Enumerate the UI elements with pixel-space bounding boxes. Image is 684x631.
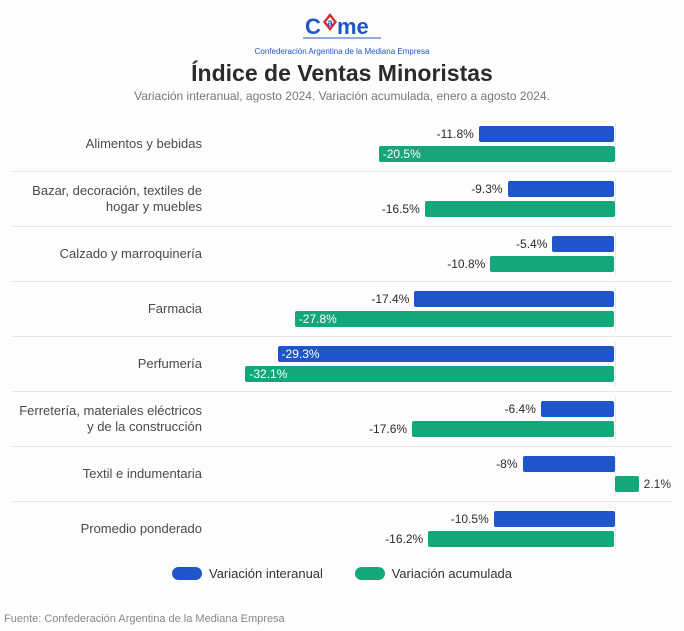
logo-block: C me a Confederación Argentina de la Med…	[12, 10, 672, 56]
legend-swatch-green	[355, 567, 385, 580]
chart-page: C me a Confederación Argentina de la Med…	[0, 0, 684, 631]
bar-acumulada: -16.5%	[425, 201, 615, 217]
bar-interanual: -10.5%	[494, 511, 615, 527]
chart-row: Calzado y marroquinería -5.4% -10.8%	[12, 227, 672, 282]
legend: Variación interanual Variación acumulada	[12, 566, 672, 583]
bar-value-label: -20.5%	[383, 147, 421, 161]
legend-item-acumulada: Variación acumulada	[355, 566, 512, 581]
bar-value-label: -27.8%	[299, 312, 337, 326]
bar-value-label: -16.5%	[382, 202, 425, 216]
chart-row: Bazar, decoración, textiles de hogar y m…	[12, 172, 672, 227]
category-label: Farmacia	[12, 301, 212, 317]
category-label: Ferretería, materiales eléctricos y de l…	[12, 403, 212, 434]
bar-acumulada: -17.6%	[412, 421, 614, 437]
category-label: Promedio ponderado	[12, 521, 212, 537]
page-subtitle: Variación interanual, agosto 2024. Varia…	[12, 89, 672, 103]
bars-area: -6.4% -17.6%	[212, 397, 672, 441]
bars-area: -9.3% -16.5%	[212, 177, 672, 221]
chart-row: Ferretería, materiales eléctricos y de l…	[12, 392, 672, 447]
bar-value-label: -8%	[496, 457, 522, 471]
bar-interanual: -8%	[523, 456, 615, 472]
legend-swatch-blue	[172, 567, 202, 580]
legend-label-acumulada: Variación acumulada	[392, 566, 512, 581]
svg-text:C: C	[305, 14, 321, 39]
bar-interanual: -9.3%	[508, 181, 615, 197]
bar-interanual: -6.4%	[541, 401, 615, 417]
bar-value-label: 2.1%	[639, 477, 671, 491]
chart-row: Promedio ponderado -10.5% -16.2%	[12, 502, 672, 556]
legend-label-interanual: Variación interanual	[209, 566, 323, 581]
bar-acumulada: 2.1%	[615, 476, 639, 492]
page-title: Índice de Ventas Minoristas	[12, 60, 672, 87]
category-label: Calzado y marroquinería	[12, 246, 212, 262]
svg-text:me: me	[337, 14, 369, 39]
bars-area: -11.8% -20.5%	[212, 122, 672, 166]
category-label: Bazar, decoración, textiles de hogar y m…	[12, 183, 212, 214]
bars-area: -17.4% -27.8%	[212, 287, 672, 331]
category-label: Alimentos y bebidas	[12, 136, 212, 152]
category-label: Textil e indumentaria	[12, 466, 212, 482]
bar-interanual: -11.8%	[479, 126, 615, 142]
bar-chart: Alimentos y bebidas -11.8% -20.5% Bazar, de…	[12, 117, 672, 556]
bar-value-label: -29.3%	[282, 347, 320, 361]
bar-interanual: -5.4%	[552, 236, 614, 252]
bar-value-label: -5.4%	[516, 237, 552, 251]
bar-acumulada: -16.2%	[428, 531, 614, 547]
chart-row: Textil e indumentaria-8%2.1%	[12, 447, 672, 502]
chart-row: Farmacia -17.4% -27.8%	[12, 282, 672, 337]
bar-value-label: -10.5%	[451, 512, 494, 526]
legend-item-interanual: Variación interanual	[172, 566, 323, 581]
bar-acumulada: -32.1%	[245, 366, 614, 382]
bar-value-label: -11.8%	[437, 127, 479, 141]
bar-interanual: -17.4%	[414, 291, 614, 307]
bar-acumulada: -27.8%	[295, 311, 615, 327]
category-label: Perfumería	[12, 356, 212, 372]
bars-area: -5.4% -10.8%	[212, 232, 672, 276]
bar-acumulada: -20.5%	[379, 146, 615, 162]
footer-source: Fuente: Confederación Argentina de la Me…	[0, 613, 285, 625]
bar-value-label: -17.6%	[369, 422, 412, 436]
bar-interanual: -29.3%	[278, 346, 615, 362]
bar-value-label: -17.4%	[371, 292, 414, 306]
bar-value-label: -16.2%	[385, 532, 428, 546]
chart-row: Perfumería -29.3% -32.1%	[12, 337, 672, 392]
bar-value-label: -32.1%	[249, 367, 287, 381]
bars-area: -8%2.1%	[212, 452, 672, 496]
bars-area: -10.5% -16.2%	[212, 507, 672, 551]
chart-row: Alimentos y bebidas -11.8% -20.5%	[12, 117, 672, 172]
logo-subtitle: Confederación Argentina de la Mediana Em…	[12, 47, 672, 56]
bar-acumulada: -10.8%	[490, 256, 614, 272]
svg-text:a: a	[327, 18, 333, 29]
bar-value-label: -6.4%	[505, 402, 541, 416]
came-logo: C me a	[297, 10, 387, 49]
bars-area: -29.3% -32.1%	[212, 342, 672, 386]
bar-value-label: -10.8%	[447, 257, 490, 271]
bar-value-label: -9.3%	[471, 182, 507, 196]
